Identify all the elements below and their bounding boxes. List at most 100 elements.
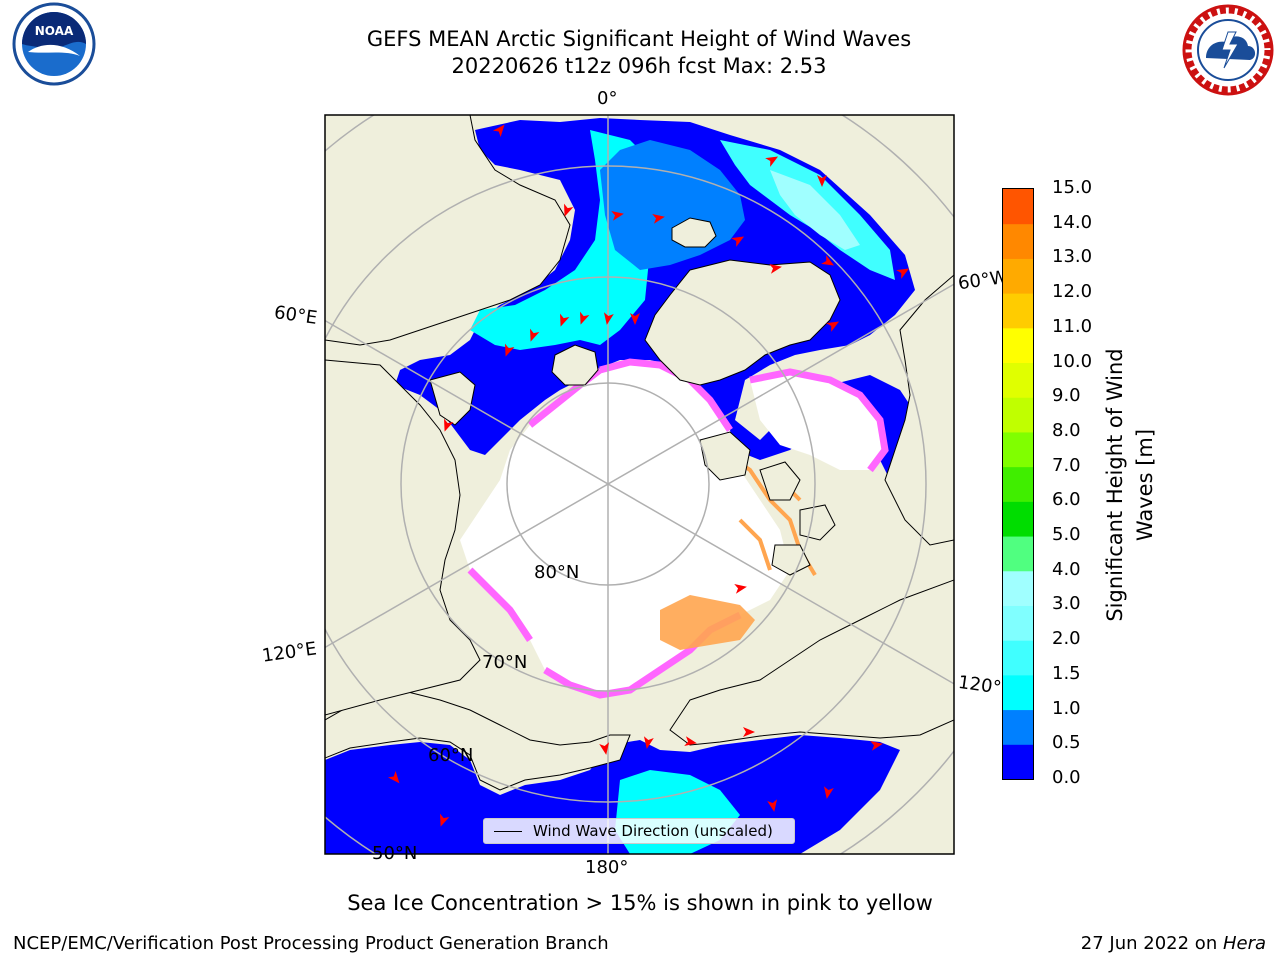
colorbar-band xyxy=(1003,258,1033,294)
colorbar-band xyxy=(1003,501,1033,537)
wave-direction-arrow xyxy=(826,321,840,332)
colorbar-tick-label: 9.0 xyxy=(1052,385,1081,407)
colorbar-bands xyxy=(1003,189,1033,779)
scandinavia-land xyxy=(325,115,571,346)
meridian-120e-60w xyxy=(325,283,954,649)
colorbar-band xyxy=(1003,327,1033,364)
colorbar-tick-label: 5.0 xyxy=(1052,524,1081,546)
svalbard-land xyxy=(551,344,599,386)
colorbar-tick-label: 13.0 xyxy=(1052,246,1093,268)
wave-direction-arrow xyxy=(684,736,697,747)
colorbar-tick-label: 8.0 xyxy=(1052,419,1081,441)
wave-direction-arrow xyxy=(630,313,640,325)
wave-direction-arrow xyxy=(767,799,778,812)
lat-label-80n: 80°N xyxy=(534,562,580,583)
alaska-land xyxy=(669,579,954,746)
colorbar-tick-label: 1.5 xyxy=(1052,662,1081,684)
wave-direction-arrow xyxy=(896,268,910,279)
colorbar-band xyxy=(1003,431,1033,468)
wave-direction-arrow xyxy=(870,740,883,751)
footer-date: 27 Jun 2022 on Hera xyxy=(1081,933,1266,954)
colorbar xyxy=(1002,188,1034,780)
colorbar-label: Significant Height of Wind Waves [m] xyxy=(1103,348,1157,622)
svg-text:NOAA: NOAA xyxy=(35,24,74,38)
wave-direction-arrow xyxy=(530,328,540,342)
footer-date-text: 27 Jun 2022 on xyxy=(1080,933,1223,954)
colorbar-tick-label: 12.0 xyxy=(1052,281,1093,303)
colorbar-tick-label: 7.0 xyxy=(1052,454,1081,476)
colorbar-tick-label: 3.0 xyxy=(1052,593,1081,615)
colorbar-band xyxy=(1003,223,1033,259)
colorbar-band xyxy=(1003,189,1033,225)
greenland-land xyxy=(644,259,841,386)
legend-label: Wind Wave Direction (unscaled) xyxy=(533,822,773,840)
siberia-land-left xyxy=(325,359,481,716)
wave-direction-arrow xyxy=(440,813,450,827)
colorbar-tick-label: 0.5 xyxy=(1052,732,1081,754)
wave-direction-arrow xyxy=(823,786,834,799)
legend-line-sample xyxy=(494,831,522,832)
colorbar-band xyxy=(1003,709,1033,745)
colorbar-band xyxy=(1003,362,1033,398)
colorbar-band xyxy=(1003,570,1033,606)
wave-direction-arrow xyxy=(492,124,505,138)
wave-direction-arrow xyxy=(817,175,827,187)
colorbar-tick-label: 1.0 xyxy=(1052,697,1081,719)
canada-land xyxy=(884,274,954,546)
novaya-zemlya-land xyxy=(429,371,476,426)
wave-direction-arrow xyxy=(444,418,454,432)
wave-direction-arrow xyxy=(765,156,779,167)
graticule xyxy=(325,115,954,854)
colorbar-band xyxy=(1003,674,1033,711)
colorbar-tick-label: 11.0 xyxy=(1052,315,1093,337)
arctic-islands xyxy=(699,431,836,576)
lon-label-0: 0° xyxy=(597,88,618,109)
wave-direction-arrow xyxy=(599,742,610,755)
wave-direction-arrow xyxy=(580,311,590,325)
wind-wave-arrows xyxy=(387,124,910,827)
ice-edge-orange xyxy=(660,595,755,650)
colorbar-band xyxy=(1003,397,1033,433)
kara-sea-ice xyxy=(750,372,885,470)
wave-direction-arrow xyxy=(821,255,835,266)
colorbar-tick-label: 2.0 xyxy=(1052,628,1081,650)
wave-direction-arrow xyxy=(505,343,515,357)
iceland-land xyxy=(671,217,717,248)
colorbar-band xyxy=(1003,293,1033,329)
footer-credit: NCEP/EMC/Verification Post Processing Pr… xyxy=(13,933,609,954)
wave-direction-arrow xyxy=(560,313,570,327)
colorbar-tick-label: 0.0 xyxy=(1052,767,1081,788)
colorbar-tick-label: 4.0 xyxy=(1052,558,1081,580)
sea-ice-note: Sea Ice Concentration > 15% is shown in … xyxy=(347,891,933,915)
lat-label-70n: 70°N xyxy=(482,652,528,673)
chart-title: GEFS MEAN Arctic Significant Height of W… xyxy=(366,27,912,51)
map-frame xyxy=(324,114,955,855)
colorbar-tick-label: 6.0 xyxy=(1052,489,1081,511)
colorbar-band xyxy=(1003,605,1033,641)
colorbar-band xyxy=(1003,536,1033,572)
map-legend: Wind Wave Direction (unscaled) xyxy=(483,818,795,844)
colorbar-band xyxy=(1003,640,1033,676)
wave-direction-arrow xyxy=(769,263,782,274)
lat-label-50n: 50°N xyxy=(372,843,418,864)
colorbar-tick-label: 10.0 xyxy=(1052,350,1093,372)
wave-direction-arrow xyxy=(564,203,574,217)
noaa-logo: NOAA xyxy=(12,2,96,86)
wave-direction-arrow xyxy=(611,210,624,221)
footer-host: Hera xyxy=(1222,933,1266,954)
lon-label-180: 180° xyxy=(585,857,629,878)
wave-direction-arrow xyxy=(603,312,614,325)
wave-direction-arrow xyxy=(387,770,400,784)
siberia-land-bottom xyxy=(325,689,631,791)
colorbar-tick-label: 14.0 xyxy=(1052,211,1093,233)
wave-direction-arrow xyxy=(743,727,755,737)
greenland-sea-light xyxy=(770,170,860,250)
colorbar-band xyxy=(1003,744,1033,779)
chart-subtitle: 20220626 t12z 096h fcst Max: 2.53 xyxy=(451,54,827,78)
colorbar-tick-label: 15.0 xyxy=(1052,177,1093,198)
lat-label-60n: 60°N xyxy=(428,745,474,766)
wave-direction-arrow xyxy=(643,736,654,749)
wave-direction-arrow xyxy=(652,213,665,224)
wave-direction-arrow xyxy=(731,236,745,247)
wave-direction-arrow xyxy=(734,583,747,594)
